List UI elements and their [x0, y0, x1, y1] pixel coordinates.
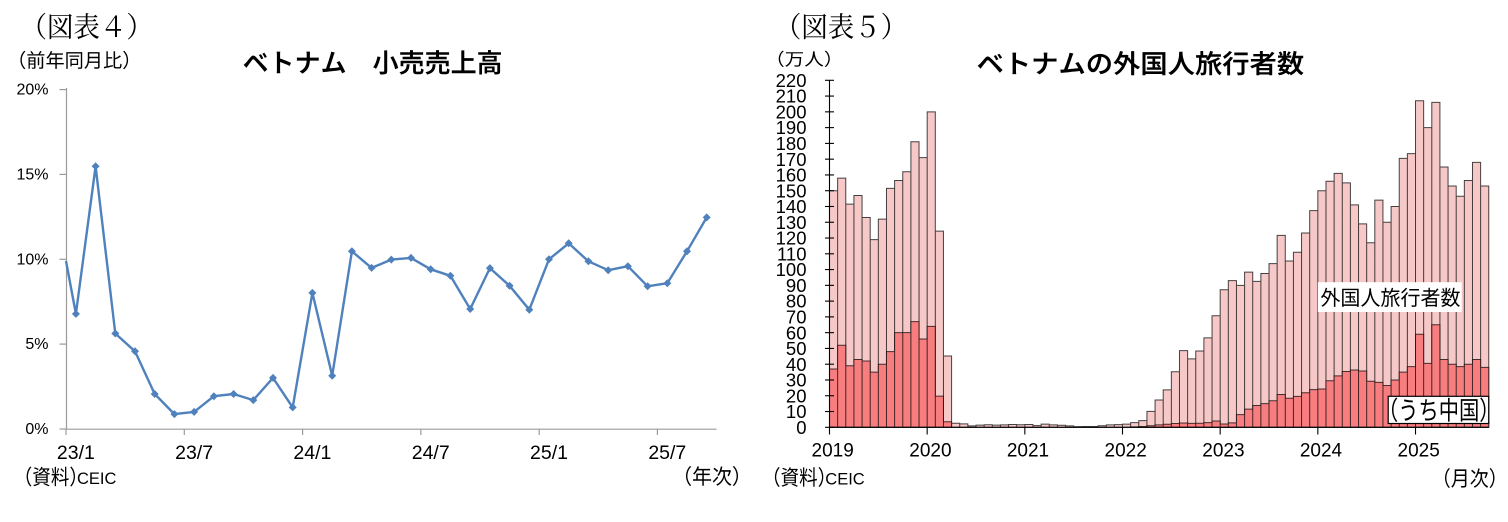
svg-text:23/7: 23/7	[175, 442, 213, 464]
svg-text:15%: 15%	[16, 166, 48, 183]
svg-text:5%: 5%	[25, 336, 48, 353]
svg-text:2022: 2022	[1105, 440, 1147, 461]
svg-text:60: 60	[786, 322, 807, 343]
svg-text:160: 160	[776, 165, 807, 186]
svg-text:80: 80	[786, 291, 807, 312]
svg-text:24/1: 24/1	[293, 442, 331, 464]
svg-text:180: 180	[776, 133, 807, 154]
svg-text:CEIC: CEIC	[825, 471, 865, 489]
svg-text:150: 150	[776, 180, 807, 201]
svg-text:2019: 2019	[812, 440, 854, 461]
svg-text:30: 30	[786, 370, 807, 391]
svg-text:25/1: 25/1	[530, 442, 568, 464]
svg-text:130: 130	[776, 212, 807, 233]
svg-text:170: 170	[776, 149, 807, 170]
svg-text:220: 220	[776, 70, 807, 91]
svg-text:110: 110	[777, 243, 807, 264]
svg-text:2020: 2020	[909, 440, 951, 461]
svg-text:190: 190	[776, 117, 807, 138]
svg-text:2021: 2021	[1007, 440, 1049, 461]
svg-text:10: 10	[786, 401, 807, 422]
svg-text:2024: 2024	[1300, 440, 1343, 461]
svg-text:70: 70	[786, 307, 807, 328]
svg-text:23/1: 23/1	[57, 442, 95, 464]
svg-text:210: 210	[776, 86, 807, 107]
svg-text:20%: 20%	[16, 82, 48, 99]
svg-text:0: 0	[796, 417, 806, 438]
svg-text:2025: 2025	[1398, 440, 1440, 461]
svg-text:10%: 10%	[16, 251, 48, 268]
svg-text:50: 50	[786, 338, 807, 359]
svg-text:0%: 0%	[25, 421, 48, 438]
svg-text:CEIC: CEIC	[77, 470, 117, 488]
svg-text:20: 20	[786, 385, 807, 406]
svg-text:2023: 2023	[1202, 440, 1244, 461]
svg-text:25/7: 25/7	[648, 442, 686, 464]
svg-text:24/7: 24/7	[412, 442, 450, 464]
svg-text:40: 40	[786, 354, 807, 375]
svg-text:90: 90	[786, 275, 807, 296]
svg-text:100: 100	[776, 259, 807, 280]
svg-text:200: 200	[776, 101, 807, 122]
svg-text:140: 140	[776, 196, 807, 217]
svg-text:120: 120	[776, 228, 807, 249]
